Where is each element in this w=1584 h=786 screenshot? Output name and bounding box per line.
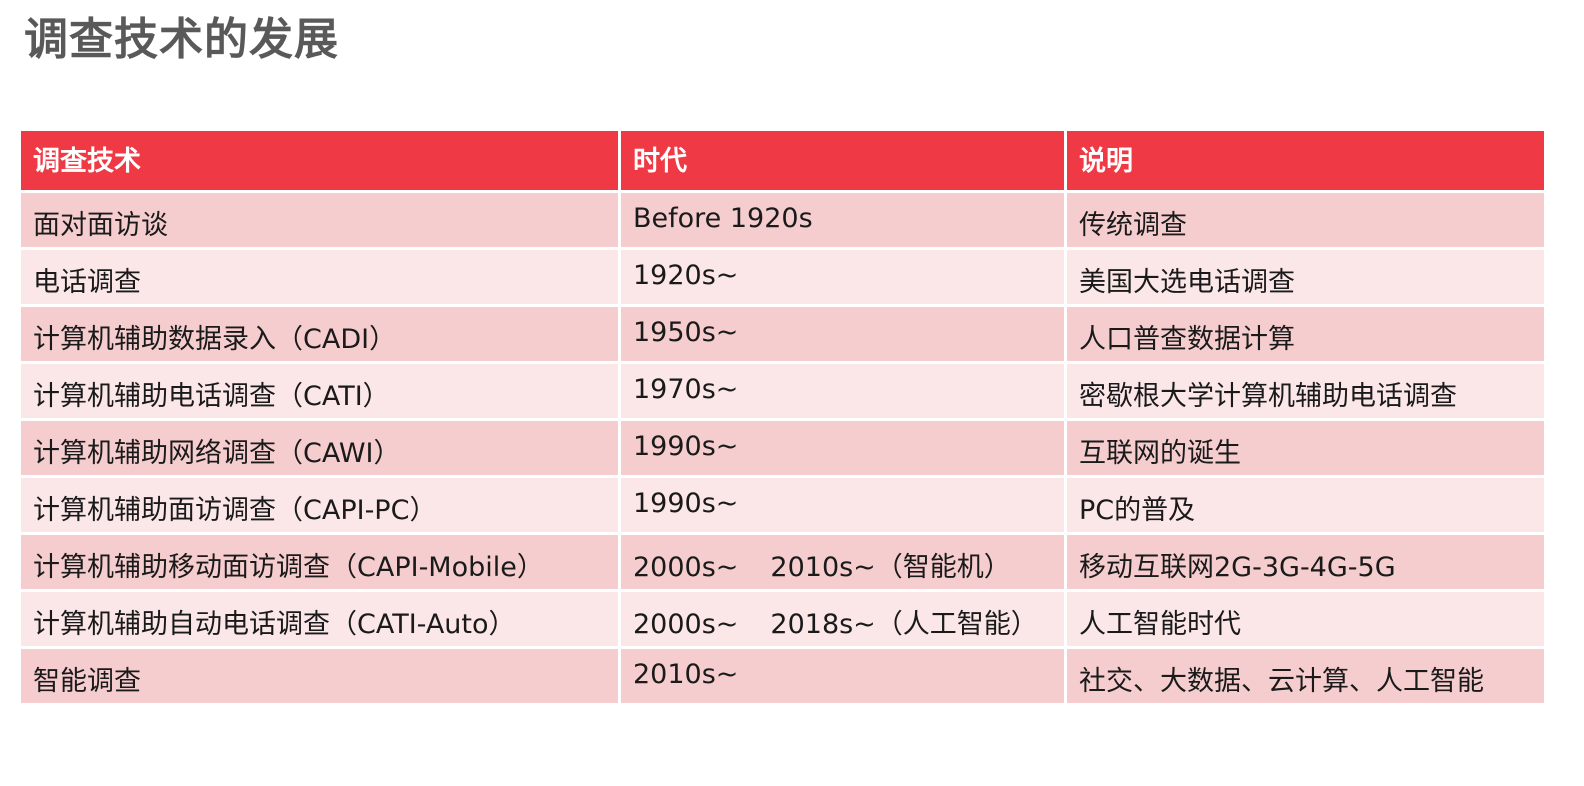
cell-description: 移动互联网2G-3G-4G-5G — [1064, 532, 1547, 592]
cell-technology: 面对面访谈 — [18, 190, 621, 250]
table-row: 计算机辅助数据录入（CADI） 1950s~ 人口普查数据计算 — [18, 304, 1547, 364]
era-value: 1920s~ — [633, 260, 739, 291]
era-value: 1950s~ — [633, 317, 739, 348]
table-row: 计算机辅助自动电话调查（CATI-Auto） 2000s~ 2018s~（人工智能… — [18, 589, 1547, 649]
cell-technology: 计算机辅助面访调查（CAPI-PC） — [18, 475, 621, 535]
table-row: 计算机辅助网络调查（CAWI） 1990s~ 互联网的诞生 — [18, 418, 1547, 478]
table-row: 智能调查 2010s~ 社交、大数据、云计算、人工智能 — [18, 646, 1547, 706]
cell-description: 传统调查 — [1064, 190, 1547, 250]
cell-technology: 智能调查 — [18, 646, 621, 706]
cell-era: 1950s~ — [618, 304, 1067, 364]
column-header-technology: 调查技术 — [18, 128, 621, 193]
table-row: 计算机辅助电话调查（CATI） 1970s~ 密歇根大学计算机辅助电话调查 — [18, 361, 1547, 421]
cell-technology: 计算机辅助自动电话调查（CATI-Auto） — [18, 589, 621, 649]
cell-era: 1990s~ — [618, 418, 1067, 478]
table-row: 计算机辅助面访调查（CAPI-PC） 1990s~ PC的普及 — [18, 475, 1547, 535]
era-value: 2000s~ — [633, 552, 739, 583]
table-header-row: 调查技术 时代 说明 — [18, 128, 1547, 193]
column-header-era: 时代 — [618, 128, 1067, 193]
era-value: 1990s~ — [633, 488, 739, 519]
era-value: 2010s~ — [633, 659, 739, 690]
cell-technology: 计算机辅助移动面访调查（CAPI-Mobile） — [18, 532, 621, 592]
cell-era: 1990s~ — [618, 475, 1067, 535]
column-header-description: 说明 — [1064, 128, 1547, 193]
table-row: 电话调查 1920s~ 美国大选电话调查 — [18, 247, 1547, 307]
era-value: 2000s~ — [633, 609, 739, 640]
table-row: 面对面访谈 Before 1920s 传统调查 — [18, 190, 1547, 250]
era-secondary-value: 2010s~（智能机） — [770, 552, 1011, 583]
cell-description: 互联网的诞生 — [1064, 418, 1547, 478]
cell-technology: 计算机辅助数据录入（CADI） — [18, 304, 621, 364]
cell-description: 密歇根大学计算机辅助电话调查 — [1064, 361, 1547, 421]
era-value: 1990s~ — [633, 431, 739, 462]
cell-description: PC的普及 — [1064, 475, 1547, 535]
cell-technology: 计算机辅助电话调查（CATI） — [18, 361, 621, 421]
cell-era: 1920s~ — [618, 247, 1067, 307]
cell-technology: 计算机辅助网络调查（CAWI） — [18, 418, 621, 478]
era-secondary-value: 2018s~（人工智能） — [770, 609, 1038, 640]
era-value: 1970s~ — [633, 374, 739, 405]
cell-description: 人工智能时代 — [1064, 589, 1547, 649]
table-row: 计算机辅助移动面访调查（CAPI-Mobile） 2000s~ 2010s~（智能… — [18, 532, 1547, 592]
cell-era: 2010s~ — [618, 646, 1067, 706]
cell-era: 2000s~ 2018s~（人工智能） — [618, 589, 1067, 649]
cell-era: 2000s~ 2010s~（智能机） — [618, 532, 1067, 592]
survey-technology-table: 调查技术 时代 说明 面对面访谈 Before 1920s 传统调查 电话调查 … — [18, 128, 1547, 706]
cell-description: 人口普查数据计算 — [1064, 304, 1547, 364]
cell-era: 1970s~ — [618, 361, 1067, 421]
cell-description: 美国大选电话调查 — [1064, 247, 1547, 307]
cell-era: Before 1920s — [618, 190, 1067, 250]
cell-description: 社交、大数据、云计算、人工智能 — [1064, 646, 1547, 706]
page-title: 调查技术的发展 — [24, 14, 339, 65]
cell-technology: 电话调查 — [18, 247, 621, 307]
era-value: Before 1920s — [633, 203, 813, 234]
